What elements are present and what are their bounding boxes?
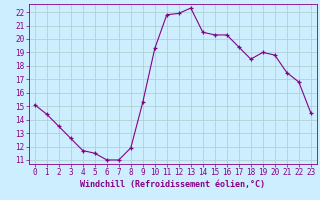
X-axis label: Windchill (Refroidissement éolien,°C): Windchill (Refroidissement éolien,°C) (80, 180, 265, 189)
